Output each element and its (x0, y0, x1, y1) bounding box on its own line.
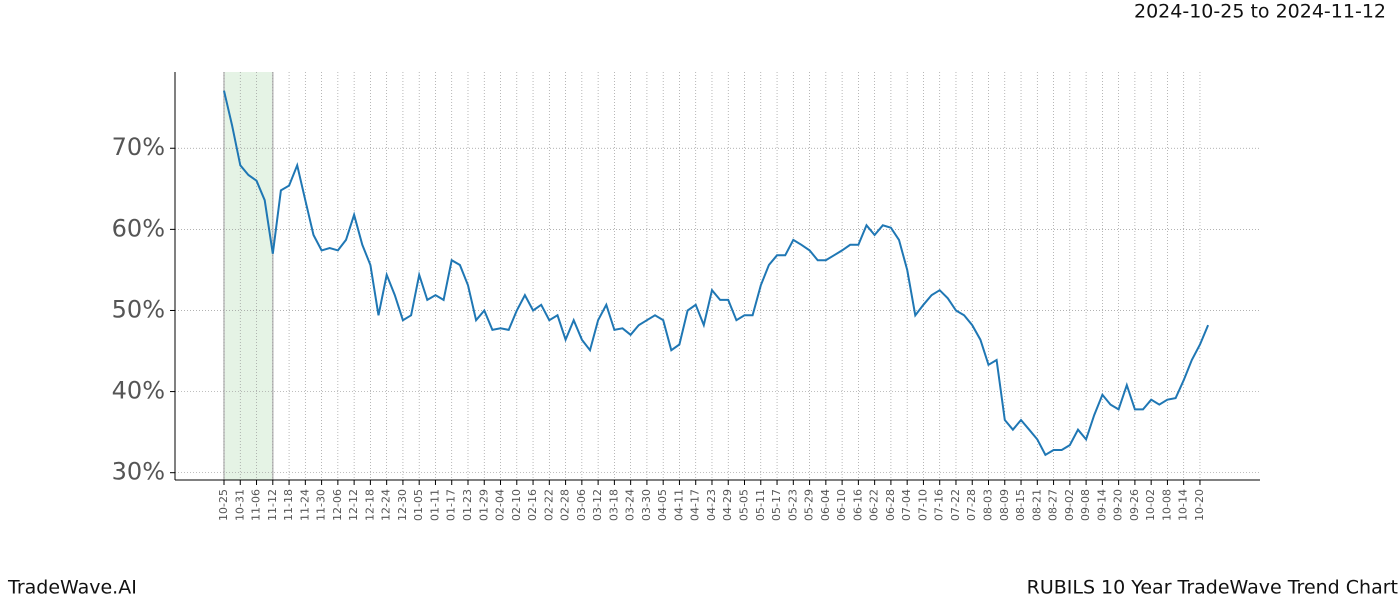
x-tick-label: 08-09 (998, 489, 1011, 521)
x-tick-label: 12-06 (331, 489, 344, 521)
x-tick-label: 08-15 (1014, 489, 1027, 521)
x-tick-label: 10-20 (1193, 489, 1206, 521)
y-tick-label: 50% (112, 295, 165, 323)
y-tick-label: 70% (112, 133, 165, 161)
x-tick-label: 10-02 (1144, 489, 1157, 521)
x-tick-label: 07-16 (933, 489, 946, 521)
highlight-span (224, 72, 273, 480)
x-tick-label: 02-04 (494, 489, 507, 521)
x-tick-label: 07-10 (916, 489, 929, 521)
y-tick-label: 30% (112, 458, 165, 486)
x-tick-label: 03-24 (624, 489, 637, 521)
x-tick-label: 12-18 (363, 489, 376, 521)
x-tick-label: 10-31 (233, 489, 246, 521)
x-tick-label: 05-17 (770, 489, 783, 521)
y-tick-label: 40% (112, 377, 165, 405)
x-tick-label: 01-05 (412, 489, 425, 521)
x-tick-label: 04-23 (705, 489, 718, 521)
x-tick-label: 05-29 (803, 489, 816, 521)
x-tick-label: 02-28 (559, 489, 572, 521)
x-tick-label: 03-18 (607, 489, 620, 521)
x-tick-label: 07-04 (900, 489, 913, 521)
x-tick-label: 11-24 (298, 489, 311, 521)
x-tick-label: 04-11 (672, 489, 685, 521)
x-tick-label: 12-12 (347, 489, 360, 521)
trend-line (223, 90, 1210, 457)
date-range: 2024-10-25 to 2024-11-12 (1134, 1, 1386, 23)
x-tick-label: 11-30 (315, 489, 328, 521)
x-tick-label: 09-26 (1128, 489, 1141, 521)
x-tick-label: 08-03 (982, 489, 995, 521)
x-tick-label: 06-22 (868, 489, 881, 521)
x-tick-label: 07-28 (965, 489, 978, 521)
x-tick-label: 03-12 (591, 489, 604, 521)
x-tick-label: 11-18 (282, 489, 295, 521)
x-tick-label: 10-25 (217, 489, 230, 521)
x-tick-label: 05-23 (786, 489, 799, 521)
chart-title: RUBILS 10 Year TradeWave Trend Chart (1027, 577, 1398, 599)
x-tick-label: 06-04 (819, 489, 832, 521)
x-tick-label: 01-17 (445, 489, 458, 521)
x-tick-label: 04-05 (656, 489, 669, 521)
x-tick-label: 06-28 (884, 489, 897, 521)
x-tick-label: 02-22 (542, 489, 555, 521)
x-tick-label: 04-17 (689, 489, 702, 521)
x-tick-label: 02-16 (526, 489, 539, 521)
x-tick-label: 12-24 (380, 489, 393, 521)
x-tick-label: 09-14 (1095, 489, 1108, 521)
x-tick-label: 04-29 (721, 489, 734, 521)
x-tick-label: 01-29 (477, 489, 490, 521)
x-tick-label: 03-30 (640, 489, 653, 521)
x-tick-label: 12-30 (396, 489, 409, 521)
x-tick-label: 06-10 (835, 489, 848, 521)
x-tick-label: 03-06 (575, 489, 588, 521)
y-tick-label: 60% (112, 214, 165, 242)
x-tick-label: 11-12 (266, 489, 279, 521)
x-tick-label: 09-08 (1079, 489, 1092, 521)
x-tick-label: 09-02 (1063, 489, 1076, 521)
x-tick-label: 08-27 (1047, 489, 1060, 521)
x-tick-label: 11-06 (250, 489, 263, 521)
x-tick-label: 01-23 (461, 489, 474, 521)
x-tick-label: 05-11 (754, 489, 767, 521)
x-tick-label: 10-08 (1160, 489, 1173, 521)
x-tick-label: 07-22 (949, 489, 962, 521)
x-tick-label: 01-11 (428, 489, 441, 521)
x-tick-label: 08-21 (1030, 489, 1043, 521)
x-tick-label: 06-16 (851, 489, 864, 521)
x-tick-label: 10-14 (1177, 489, 1190, 521)
brand: TradeWave.AI (7, 577, 137, 599)
x-tick-label: 05-05 (738, 489, 751, 521)
x-tick-label: 09-20 (1112, 489, 1125, 521)
x-tick-label: 02-10 (510, 489, 523, 521)
